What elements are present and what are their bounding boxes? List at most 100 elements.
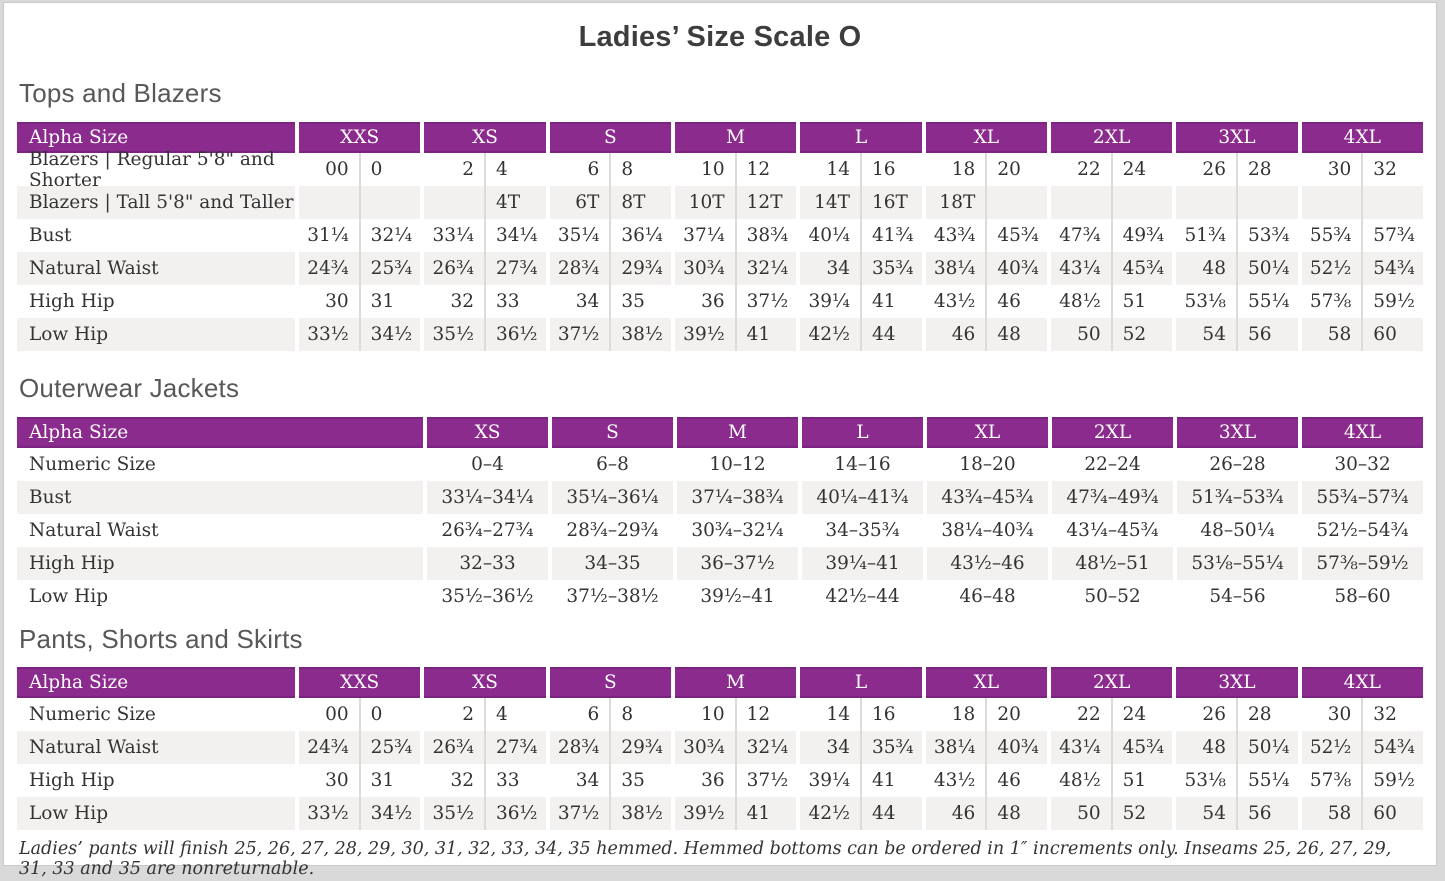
size-group-3xl: 54 56 [1176,318,1298,351]
table-cell: 18T [925,186,988,219]
table-cell: 50 [1050,318,1113,351]
table-cell: 55¼ [1247,770,1290,791]
table-cell: 38¾ [746,225,789,246]
size-group-xs: 26¾–27¾ [427,514,548,547]
size-group-m: 10 12 [675,698,796,731]
size-group-4xl [1301,186,1423,219]
table-cell: 31¼ [299,219,361,252]
header-size-l: L [802,417,923,448]
size-group-4xl: 58 60 [1301,797,1423,830]
table-cell: 42½ [800,318,862,351]
table-cell: 51 [1122,770,1147,791]
table-cell: 38¼ [925,731,988,764]
size-table-pants-shorts-and-skirts: Alpha Size XXS XS S M L XL 2XL 3XL 4XL Numeric Siz… [17,667,1423,830]
size-group-xs: 26¾ 27¾ [424,731,546,764]
header-size-m: M [674,122,797,153]
table-cell: 29¾ [611,252,671,285]
size-group-xxs: 00 0 [299,698,420,731]
table-cell: 56 [1237,318,1298,351]
table-cell: 48–50¼ [1200,520,1275,541]
table-cell: 12 [746,159,771,180]
table-cell: 55¾–57¾ [1302,481,1423,514]
size-group-4xl: 52½–54¾ [1302,514,1423,547]
size-group-xl: 43½–46 [927,547,1048,580]
header-size-xl: XL [925,667,1047,698]
size-group-xl: 18 20 [926,698,1047,731]
table-cell: 8 [621,159,634,180]
table-cell: 46 [925,318,988,351]
header-size-2xl: 2XL [1050,667,1173,698]
table-cell: 14T [800,186,862,219]
page-title: Ladies’ Size Scale O [578,21,862,53]
size-group-l: 42½–44 [802,580,923,613]
table-cell: 51¾–53¾ [1177,481,1298,514]
table-cell: 26–28 [1209,454,1266,475]
size-group-xl: 43¾–45¾ [927,481,1048,514]
size-group-xl: 38¼–40¾ [927,514,1048,547]
table-cell: 26¾ [424,731,486,764]
size-group-2xl: 43¼ 45¾ [1050,252,1173,285]
table-cell: 41 [736,797,797,830]
table-cell: 49¾ [1122,225,1165,246]
table-cell: 39¼ [800,764,862,797]
size-group-l: 39¼–41 [802,547,923,580]
row-label: Low Hip [17,797,295,830]
table-cell: 16T [861,186,922,219]
table-row-high-hip: High Hip 30 31 32 33 34 35 36 37½ 39¼ 41 43½ 46 48½ 51… [17,285,1423,318]
size-group-3xl: 26 28 [1176,698,1297,731]
size-group-3xl: 48–50¼ [1177,514,1298,547]
table-cell: 42½ [800,797,862,830]
table-cell: 35 [621,770,645,791]
table-cell: 50¼ [1237,252,1298,285]
table-row-bust: Bust 33¼–34¼ 35¼–36¼ 37¼–38¾ 40¼–41¾ 43¾–45¾ 4… [17,481,1423,514]
table-cell: 34–35¾ [825,520,900,541]
size-group-3xl: 51¾–53¾ [1177,481,1298,514]
size-group-xxs: 30 31 [299,764,420,797]
size-group-s: 6T 8T [549,186,671,219]
table-cell: 33½ [299,797,361,830]
size-group-l: 39¼ 41 [800,285,921,318]
table-cell: 27¾ [486,252,546,285]
size-group-2xl: 47¾–49¾ [1052,481,1173,514]
table-cell: 43½–46 [927,547,1048,580]
header-size-3xl: 3XL [1176,667,1298,698]
table-cell: 8 [621,704,634,725]
size-group-m: 37¼ 38¾ [675,219,796,252]
table-cell: 26 [1176,698,1238,731]
header-size-xs: XS [427,417,548,448]
table-cell: 00 [299,153,361,186]
size-group-m: 10T 12T [674,186,797,219]
size-group-s: 37½ 38½ [549,318,671,351]
table-cell: 57¾ [1373,225,1415,246]
header-size-l: L [800,122,922,153]
size-group-l: 14 16 [800,698,921,731]
size-group-m: 30¾ 32¼ [674,731,797,764]
table-cell: 36–37½ [677,547,798,580]
header-size-xs: XS [424,667,546,698]
table-cell: 48 [987,318,1047,351]
size-group-2xl: 50–52 [1052,580,1173,613]
size-group-2xl: 22 24 [1051,153,1172,186]
table-cell: 4 [496,704,508,725]
table-cell: 2 [424,698,486,731]
table-cell: 38¼ [925,252,988,285]
document-page: Ladies’ Size Scale O Tops and Blazers Alp… [3,2,1437,879]
table-cell: 14 [800,698,862,731]
size-group-l: 14T 16T [800,186,922,219]
size-group-m: 39½ 41 [674,318,797,351]
size-group-l: 40¼ 41¾ [800,219,921,252]
table-cell: 00 [299,698,361,731]
size-group-3xl: 51¾ 53¾ [1176,219,1297,252]
size-group-4xl: 30–32 [1302,448,1423,481]
table-cell: 22 [1051,698,1113,731]
table-cell: 35½ [424,797,486,830]
header-size-s: S [552,417,673,448]
table-cell: 32¼ [736,252,797,285]
size-group-m: 39½ 41 [674,797,797,830]
size-group-3xl: 26 28 [1176,153,1297,186]
table-cell: 35½ [424,318,486,351]
table-cell: 24 [1122,159,1147,180]
table-cell: 4 [496,159,508,180]
table-cell: 33½ [299,318,361,351]
